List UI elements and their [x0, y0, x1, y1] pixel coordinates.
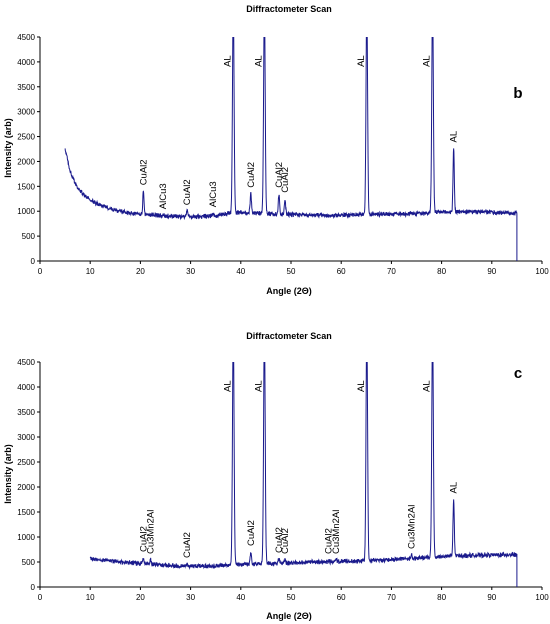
y-tick-label: 3500 — [17, 83, 35, 92]
y-tick-label: 2500 — [17, 133, 35, 142]
y-tick-label: 1500 — [17, 182, 35, 191]
peak-label: Cu3Mn2Al — [407, 505, 418, 549]
x-tick-label: 0 — [38, 593, 43, 602]
y-tick-label: 4000 — [17, 58, 35, 67]
y-tick-label: 500 — [22, 558, 36, 567]
x-tick-label: 100 — [535, 267, 549, 276]
y-tick-label: 3000 — [17, 433, 35, 442]
y-tick-label: 2500 — [17, 458, 35, 467]
peak-label: AL — [449, 482, 460, 494]
chart-c: Diffractometer Scan Angle (2Θ) Intensity… — [3, 331, 549, 621]
peak-label: CuAl2 — [274, 527, 285, 553]
x-tick-label: 100 — [535, 593, 549, 602]
x-tick-label: 0 — [38, 267, 43, 276]
peak-label: CuAl2 — [182, 532, 193, 558]
x-tick-label: 10 — [86, 267, 95, 276]
peak-label: CuAl2 — [324, 528, 335, 554]
chart-title: Diffractometer Scan — [246, 4, 332, 14]
x-tick-label: 30 — [186, 267, 195, 276]
y-tick-label: 2000 — [17, 157, 35, 166]
peak-label: AL — [449, 131, 460, 143]
peak-label: AL — [356, 380, 367, 392]
y-tick-label: 0 — [31, 583, 36, 592]
peak-label: CuAl2 — [280, 528, 291, 554]
panel-label: b — [513, 85, 522, 102]
x-tick-label: 30 — [186, 593, 195, 602]
peak-label: Cu3Mn2Al — [145, 510, 156, 554]
chart-title: Diffractometer Scan — [246, 331, 332, 341]
x-tick-label: 20 — [136, 267, 145, 276]
peak-label: AL — [422, 55, 433, 67]
peak-label: AL — [422, 380, 433, 392]
peak-label: CuAl2 — [246, 520, 257, 546]
x-tick-label: 10 — [86, 593, 95, 602]
x-axis-label: Angle (2Θ) — [266, 286, 312, 296]
panel-label: c — [514, 365, 522, 382]
peak-label: AL — [253, 55, 264, 67]
x-tick-label: 80 — [437, 593, 446, 602]
x-tick-label: 40 — [236, 267, 245, 276]
x-tick-label: 90 — [487, 267, 496, 276]
peak-label: CuAl2 — [138, 159, 149, 185]
peak-label: AL — [222, 380, 233, 392]
x-tick-label: 50 — [287, 593, 296, 602]
peak-label: AlCu3 — [208, 181, 219, 207]
x-tick-label: 80 — [437, 267, 446, 276]
y-axis-label: Intensity (arb) — [3, 444, 13, 504]
x-tick-label: 90 — [487, 593, 496, 602]
x-tick-label: 20 — [136, 593, 145, 602]
scan-series-line — [89, 362, 518, 587]
peak-label: Cu3Mn2Al — [331, 510, 342, 554]
peak-label: CuAl2 — [280, 167, 291, 193]
y-tick-label: 3000 — [17, 108, 35, 117]
peak-label: CuAl2 — [246, 162, 257, 188]
y-axis-label: Intensity (arb) — [3, 118, 13, 178]
x-tick-label: 40 — [236, 593, 245, 602]
peak-label: AL — [222, 55, 233, 67]
peak-label: CuAl2 — [138, 526, 149, 552]
y-tick-label: 4000 — [17, 383, 35, 392]
y-tick-label: 0 — [31, 257, 36, 266]
peak-label: CuAl2 — [274, 162, 285, 188]
y-tick-label: 1000 — [17, 207, 35, 216]
x-axis-label: Angle (2Θ) — [266, 611, 312, 621]
chart-b: Diffractometer Scan Angle (2Θ) Intensity… — [3, 4, 549, 296]
x-tick-label: 60 — [337, 593, 346, 602]
y-tick-label: 1500 — [17, 508, 35, 517]
x-tick-label: 50 — [287, 267, 296, 276]
peak-label: AL — [356, 55, 367, 67]
y-tick-label: 4500 — [17, 358, 35, 367]
x-tick-label: 70 — [387, 267, 396, 276]
y-tick-label: 500 — [22, 232, 36, 241]
y-tick-label: 1000 — [17, 533, 35, 542]
scan-series-line — [64, 37, 518, 261]
peak-label: AL — [253, 380, 264, 392]
y-tick-label: 2000 — [17, 483, 35, 492]
x-tick-label: 60 — [337, 267, 346, 276]
x-tick-label: 70 — [387, 593, 396, 602]
peak-label: CuAl2 — [182, 179, 193, 205]
y-tick-label: 3500 — [17, 408, 35, 417]
y-tick-label: 4500 — [17, 33, 35, 42]
peak-label: AlCu3 — [158, 183, 169, 209]
